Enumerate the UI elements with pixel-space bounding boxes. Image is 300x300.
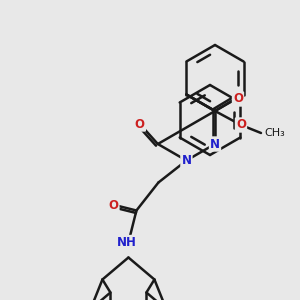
Text: O: O <box>108 199 118 212</box>
Text: CH₃: CH₃ <box>264 128 285 138</box>
Text: N: N <box>210 137 220 151</box>
Text: NH: NH <box>116 236 136 249</box>
Text: O: O <box>233 92 243 106</box>
Text: O: O <box>236 118 246 131</box>
Text: N: N <box>182 154 191 167</box>
Text: O: O <box>135 118 145 130</box>
